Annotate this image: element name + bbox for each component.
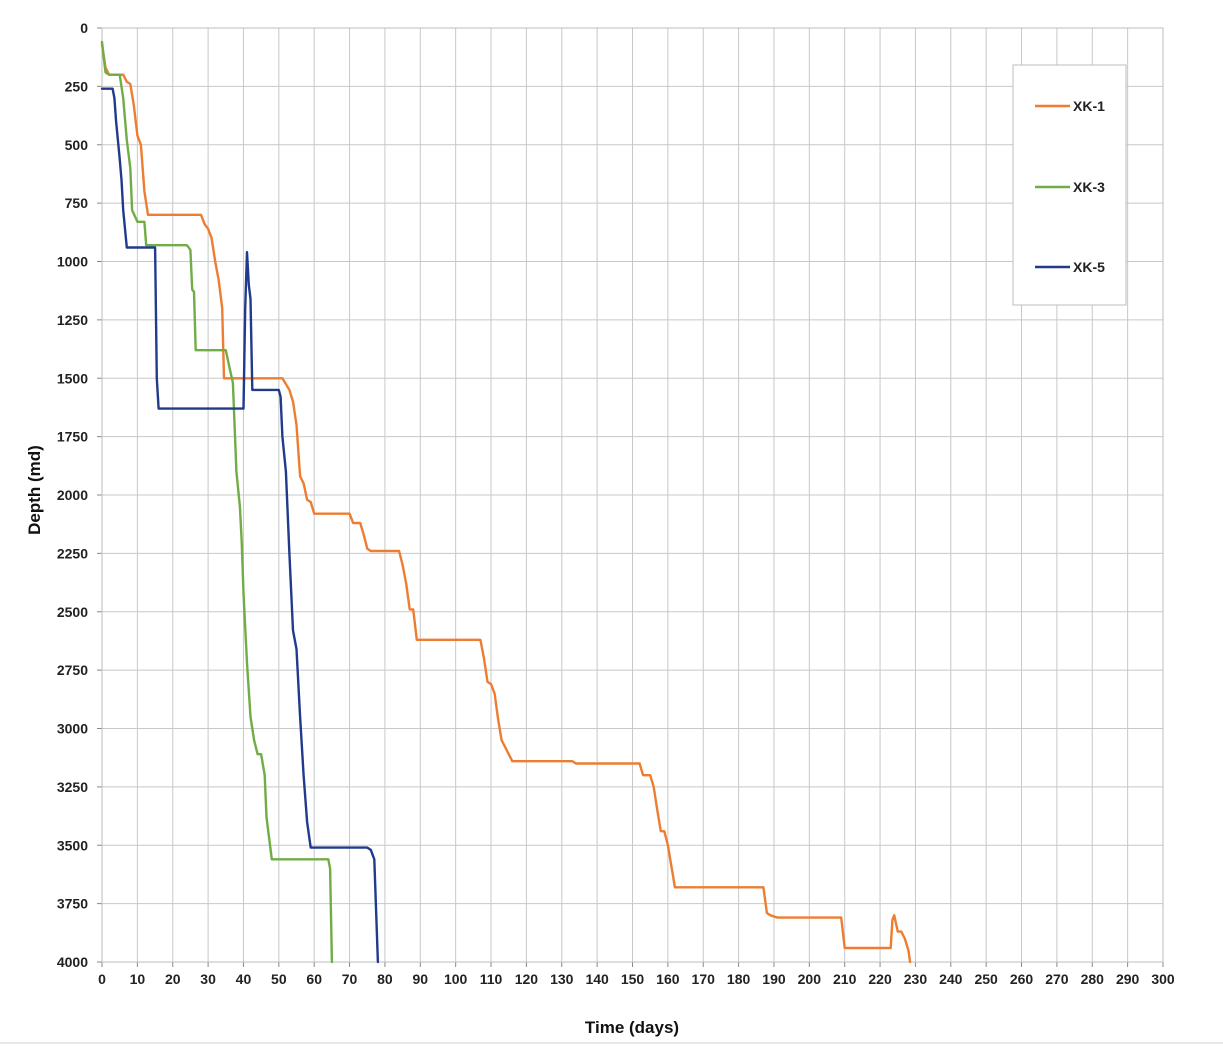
y-axis-title: Depth (md) bbox=[25, 445, 44, 535]
series-line-xk-3 bbox=[100, 40, 334, 964]
y-tick-label: 1250 bbox=[57, 312, 88, 328]
y-tick-label: 250 bbox=[65, 78, 89, 94]
x-tick-label: 90 bbox=[413, 971, 429, 987]
plot-frame bbox=[101, 27, 1164, 963]
y-tick-label: 500 bbox=[65, 137, 89, 153]
grid-lines bbox=[97, 27, 1164, 967]
x-tick-label: 280 bbox=[1081, 971, 1105, 987]
x-tick-label: 300 bbox=[1151, 971, 1175, 987]
x-tick-label: 220 bbox=[868, 971, 892, 987]
y-tick-label: 1000 bbox=[57, 254, 88, 270]
x-tick-label: 50 bbox=[271, 971, 287, 987]
x-tick-label: 110 bbox=[480, 971, 503, 987]
legend-label-xk-3: XK-3 bbox=[1073, 179, 1105, 195]
y-tick-label: 1500 bbox=[57, 370, 88, 386]
x-tick-label: 10 bbox=[130, 971, 146, 987]
x-tick-label: 60 bbox=[306, 971, 322, 987]
y-tick-label: 3250 bbox=[57, 779, 88, 795]
legend: XK-1 XK-3 XK-5 bbox=[1012, 64, 1127, 306]
y-tick-label: 750 bbox=[65, 195, 89, 211]
x-tick-label: 40 bbox=[236, 971, 252, 987]
x-tick-label: 80 bbox=[377, 971, 393, 987]
x-tick-label: 230 bbox=[904, 971, 928, 987]
series-line-xk-5 bbox=[100, 87, 380, 964]
x-tick-label: 140 bbox=[585, 971, 609, 987]
x-tick-label: 240 bbox=[939, 971, 963, 987]
x-tick-label: 130 bbox=[550, 971, 574, 987]
x-axis-title: Time (days) bbox=[585, 1018, 679, 1037]
y-tick-label: 3000 bbox=[57, 721, 88, 737]
x-tick-label: 210 bbox=[833, 971, 857, 987]
x-tick-label: 20 bbox=[165, 971, 181, 987]
x-tick-label: 170 bbox=[692, 971, 716, 987]
legend-box bbox=[1012, 64, 1127, 306]
x-tick-label: 100 bbox=[444, 971, 468, 987]
x-tick-label: 160 bbox=[656, 971, 680, 987]
y-tick-label: 2750 bbox=[57, 662, 88, 678]
x-tick-labels: 0 10 20 30 40 50 60 70 80 90 100 110 120 130 140 150 160… bbox=[98, 971, 1175, 987]
x-tick-label: 200 bbox=[798, 971, 822, 987]
x-tick-label: 190 bbox=[762, 971, 786, 987]
y-tick-label: 0 bbox=[80, 20, 88, 36]
y-tick-label: 4000 bbox=[57, 954, 88, 970]
y-tick-label: 1750 bbox=[57, 429, 88, 445]
y-tick-label: 2250 bbox=[57, 545, 88, 561]
x-tick-label: 120 bbox=[515, 971, 539, 987]
x-tick-label: 150 bbox=[621, 971, 645, 987]
y-tick-label: 3500 bbox=[57, 837, 88, 853]
legend-label-xk-5: XK-5 bbox=[1073, 259, 1105, 275]
y-tick-label: 2000 bbox=[57, 487, 88, 503]
x-tick-label: 70 bbox=[342, 971, 358, 987]
y-tick-label: 2500 bbox=[57, 604, 88, 620]
x-tick-label: 180 bbox=[727, 971, 751, 987]
series-line-xk-1 bbox=[100, 43, 912, 964]
x-tick-label: 0 bbox=[98, 971, 106, 987]
x-tick-label: 30 bbox=[200, 971, 216, 987]
x-tick-label: 250 bbox=[974, 971, 998, 987]
x-tick-label: 270 bbox=[1045, 971, 1069, 987]
x-tick-label: 290 bbox=[1116, 971, 1140, 987]
legend-label-xk-1: XK-1 bbox=[1073, 98, 1105, 114]
y-tick-label: 3750 bbox=[57, 896, 88, 912]
y-tick-labels: 0 250 500 750 1000 1250 1500 1750 2000 2250 2500 27… bbox=[57, 20, 88, 970]
series-lines bbox=[100, 40, 912, 964]
x-tick-label: 260 bbox=[1010, 971, 1034, 987]
